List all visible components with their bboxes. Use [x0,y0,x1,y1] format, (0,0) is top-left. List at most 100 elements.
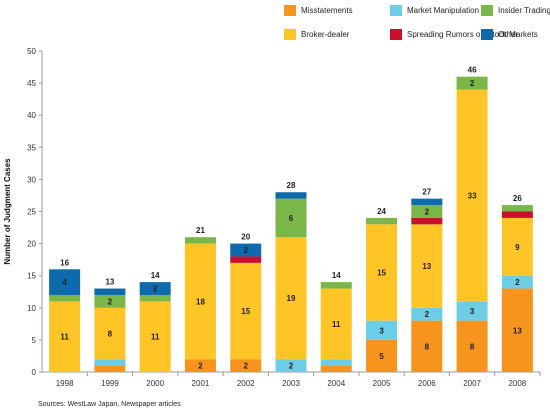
y-tick-label: 0 [32,368,37,377]
bar-total-label: 28 [287,181,296,190]
bar-segment [275,198,307,238]
bar-segment-label: 2 [244,362,249,371]
bar-segment [411,205,443,218]
x-tick-label: 2003 [282,379,300,388]
y-tick-label: 45 [27,79,36,88]
bar-segment [366,320,398,340]
y-tick-label: 50 [27,47,36,56]
bar-segment-label: 19 [287,294,296,303]
legend-item-label: Broker-dealer [301,30,350,39]
bar-segment [501,288,533,372]
bar-segment-label: 2 [425,208,430,217]
bar-segment [320,359,352,366]
bar-segment-label: 2 [425,310,430,319]
bar-segment [139,282,171,295]
x-tick-label: 2002 [237,379,255,388]
bar-segment [411,198,443,206]
legend-item-label: Misstatements [301,6,353,15]
x-tick-label: 2006 [418,379,436,388]
legend-swatch [390,29,402,40]
bar-segment-label: 2 [470,79,475,88]
bar-total-label: 21 [196,226,205,235]
bar-segment [501,211,533,218]
bar-segment [49,301,81,372]
bar-segment [501,205,533,212]
bar-total-label: 16 [60,258,69,267]
y-axis-title: Number of Judgment Cases [3,158,12,265]
bar-segment-label: 8 [108,329,113,338]
bar-segment [411,217,443,225]
x-tick-label: 2008 [508,379,526,388]
legend-swatch [284,29,296,40]
bar-segment [184,237,216,244]
bar-segment [94,307,126,360]
bar-segment [366,224,398,321]
x-tick-label: 1998 [56,379,74,388]
bar-segment-label: 2 [153,285,158,294]
bar-segment [94,288,126,295]
bar-segment [230,256,262,263]
legend-swatch [390,5,402,16]
bar-segment [230,359,262,372]
x-tick-label: 2004 [327,379,345,388]
bar-total-label: 27 [422,188,431,197]
bar-segment [94,365,126,372]
bar-segment-label: 13 [422,262,431,271]
bar-segment [456,76,488,90]
y-tick-label: 5 [32,336,37,345]
y-tick-label: 15 [27,272,36,281]
bar-segment-label: 11 [151,333,160,342]
bar-segment [456,301,488,321]
bar-segment-label: 8 [425,342,430,351]
bar-segment [320,288,352,360]
bar-segment [49,294,81,302]
legend-item-label: Market Manipulation [407,6,479,15]
bar-segment-label: 11 [60,333,69,342]
bar-total-label: 14 [151,271,160,280]
legend-item-label: Insider Trading [498,6,550,15]
bar-segment [275,237,307,360]
bar-segment [275,359,307,372]
legend-item-label: Other [498,30,518,39]
bar-segment [501,275,533,289]
bar-segment-label: 3 [379,326,384,335]
bar-segment [139,301,171,372]
bar-segment [320,365,352,372]
legend-swatch [284,5,296,16]
bar-segment-label: 15 [377,268,386,277]
y-tick-label: 40 [27,111,36,120]
bar-segment [49,269,81,295]
bar-segment-label: 4 [62,278,67,287]
legend-swatch [481,5,493,16]
bar-segment [456,89,488,302]
bar-segment [411,224,443,308]
bar-segment [184,243,216,360]
bar-total-label: 20 [241,233,250,242]
x-tick-label: 1999 [101,379,119,388]
bar-segment-label: 5 [379,352,384,361]
bar-segment-label: 33 [468,191,477,200]
y-tick-label: 35 [27,143,36,152]
x-tick-label: 2000 [146,379,164,388]
bar-segment [184,359,216,372]
source-note: Sources: WestLaw Japan, Newspaper articl… [38,401,181,408]
bar-segment-label: 6 [289,214,294,223]
bar-segment-label: 2 [198,362,203,371]
bar-segment [320,282,352,289]
bar-segment-label: 8 [470,342,475,351]
bar-segment [366,217,398,225]
legend-item-label: Spreading Rumors on Stock Markets [407,30,538,39]
bar-segment [456,320,488,372]
bar-segment [411,307,443,321]
bar-segment [94,294,126,308]
bar-segment-label: 2 [108,297,113,306]
bar-segment [139,294,171,302]
bar-segment [230,262,262,360]
y-tick-label: 25 [27,208,36,217]
bar-segment [366,339,398,372]
bar-total-label: 14 [332,271,341,280]
bar-segment-label: 9 [515,243,520,252]
y-tick-label: 30 [27,175,36,184]
